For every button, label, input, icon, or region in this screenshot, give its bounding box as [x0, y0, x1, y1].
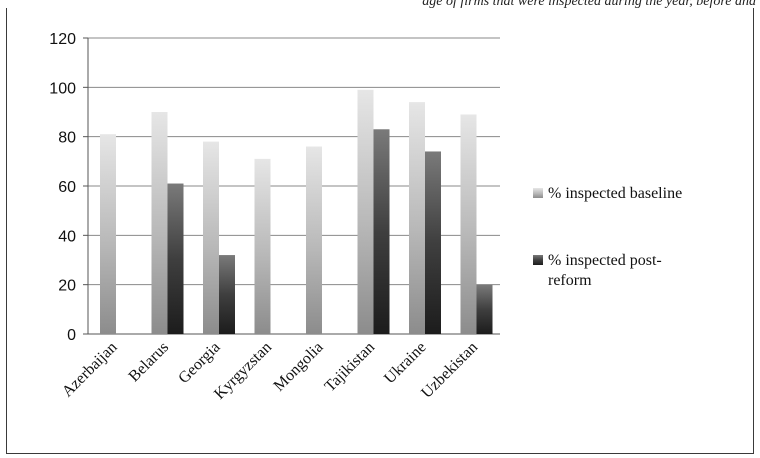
chart-frame — [6, 8, 754, 454]
bar-ukraine-post-reform — [425, 151, 441, 334]
bar-belarus-post-reform — [167, 183, 184, 334]
bar-georgia-baseline — [203, 141, 219, 334]
bar-tajikistan-post-reform — [373, 129, 390, 334]
legend-swatch-baseline — [533, 188, 543, 198]
x-tick-label-tajikistan: Tajikistan — [322, 339, 378, 395]
y-axis-ticks: 0 20 40 60 80 100 120 — [49, 31, 89, 344]
legend-label-post-reform: % inspected post-reform — [548, 252, 662, 289]
legend-swatch-post-reform — [533, 255, 543, 265]
x-tick-label-mongolia: Mongolia — [271, 339, 327, 395]
legend: % inspected baseline % inspected post-ref… — [533, 185, 682, 289]
y-tick-label-20: 20 — [58, 278, 76, 295]
bar-uzbekistan-baseline — [460, 114, 477, 334]
legend-label-baseline: % inspected baseline — [548, 185, 682, 202]
bar-tajikistan-baseline — [357, 89, 374, 334]
x-tick-label-azerbaijan: Azerbaijan — [59, 339, 121, 401]
y-tick-label-60: 60 — [58, 179, 76, 196]
figure-caption-fragment: age of firms that were inspected during … — [422, 0, 756, 9]
bar-ukraine-baseline — [409, 102, 425, 334]
x-tick-label-georgia: Georgia — [175, 339, 223, 387]
x-tick-label-ukraine: Ukraine — [381, 339, 429, 387]
bar-azerbaijan-baseline — [100, 134, 116, 334]
bar-uzbekistan-post-reform — [476, 284, 493, 334]
x-axis-ticks: Azerbaijan Belarus GeorgiaKyrgyzstanMongol… — [59, 339, 481, 403]
bar-belarus-baseline — [151, 112, 168, 334]
bar-mongolia-baseline — [306, 146, 322, 334]
bar-georgia-post-reform — [219, 255, 235, 334]
y-tick-label-120: 120 — [49, 31, 76, 48]
y-tick-label-40: 40 — [58, 228, 76, 245]
bars — [100, 89, 493, 334]
y-tick-label-100: 100 — [49, 80, 76, 97]
caption-strip: age of firms that were inspected during … — [0, 0, 760, 14]
y-tick-label-0: 0 — [67, 327, 76, 344]
bar-kyrgyzstan-baseline — [254, 158, 271, 334]
x-tick-label-uzbekistan: Uzbekistan — [418, 339, 481, 402]
y-tick-label-80: 80 — [58, 130, 76, 147]
x-tick-label-belarus: Belarus — [125, 339, 172, 386]
